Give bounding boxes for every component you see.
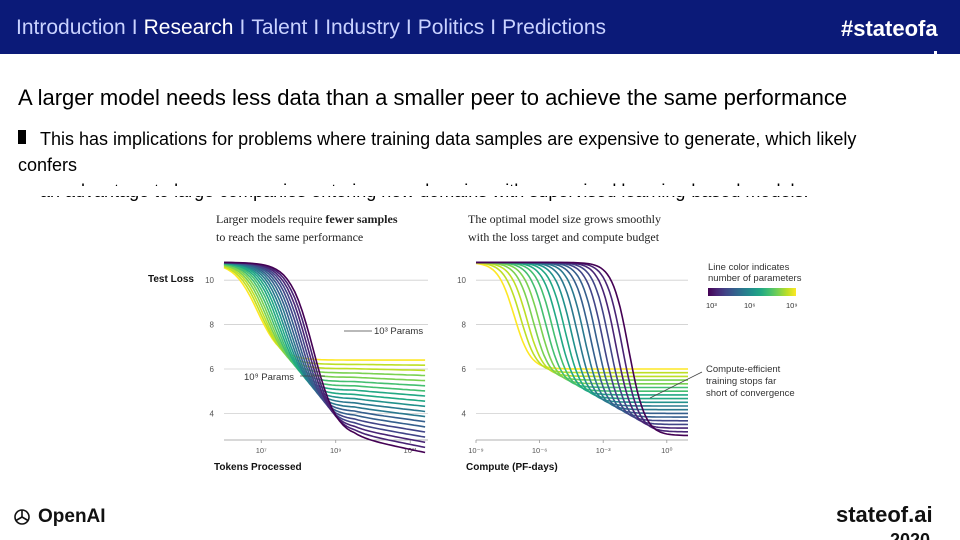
- nav-separator: I: [490, 16, 497, 39]
- nav-separator: I: [405, 16, 412, 39]
- brand-logo: OpenAI: [12, 506, 106, 528]
- site-url[interactable]: stateof.ai: [836, 502, 933, 527]
- colorbar-tick-min: 10³: [706, 301, 717, 310]
- x-tick-label: 10⁰: [661, 446, 672, 455]
- series-line: [475, 261, 688, 381]
- x-tick-label: 10¹¹: [404, 446, 418, 455]
- series-line: [223, 265, 426, 372]
- y-tick-label: 6: [210, 365, 215, 374]
- right-plot: 4 6 8 10 10⁻⁹ 10⁻⁶ 10⁻³ 10⁰: [457, 261, 689, 455]
- hashtag-overflow: [934, 51, 937, 57]
- nav-item-talent[interactable]: Talent: [251, 16, 308, 39]
- y-tick-label: 10: [457, 276, 466, 285]
- colorbar-label-line1: Line color indicates: [708, 262, 790, 273]
- series-line: [223, 261, 426, 454]
- left-chart-title: Larger models require fewer samples: [216, 212, 398, 226]
- bullet-marker: [18, 130, 26, 144]
- series-line: [224, 261, 426, 433]
- nav-item-introduction[interactable]: Introduction: [16, 16, 126, 39]
- annotation-compute-line2: training stops far: [706, 376, 776, 387]
- colorbar: [708, 288, 796, 296]
- y-tick-label: 8: [210, 321, 215, 330]
- right-chart-title: The optimal model size grows smoothly: [468, 212, 661, 226]
- slide-title: A larger model needs less data than a sm…: [18, 85, 848, 110]
- series-line: [223, 263, 426, 392]
- series-line: [223, 266, 426, 361]
- series-line: [476, 261, 688, 437]
- series-line: [475, 262, 688, 374]
- nav-item-politics[interactable]: Politics: [417, 16, 485, 39]
- openai-icon: [14, 509, 30, 525]
- series-line: [476, 261, 688, 378]
- nav-separator: I: [313, 16, 320, 39]
- section-nav: Introduction I Research I Talent I Indus…: [16, 16, 606, 40]
- colorbar-tick-max: 10⁹: [786, 301, 798, 310]
- left-title-bold: fewer samples: [325, 212, 397, 226]
- x-tick-label: 10⁻⁹: [468, 446, 484, 455]
- series-line: [223, 265, 426, 366]
- colorbar-label-line2: number of parameters: [708, 273, 802, 284]
- annotation-compute-line1: Compute-efficient: [706, 364, 781, 375]
- body-line-1: This has implications for problems where…: [18, 129, 857, 175]
- nav-separator: I: [239, 16, 246, 39]
- nav-separator: I: [131, 16, 138, 39]
- series-line: [476, 261, 689, 426]
- y-tick-label: 4: [462, 409, 467, 418]
- annotation-small-params: 10³ Params: [374, 326, 423, 337]
- series-line: [223, 264, 426, 377]
- colorbar-tick-mid: 10⁶: [744, 301, 755, 310]
- nav-item-industry[interactable]: Industry: [325, 16, 400, 39]
- right-chart-title-line2: with the loss target and compute budget: [468, 230, 660, 244]
- y-tick-label: 8: [462, 321, 467, 330]
- annotation-large-params: 10⁹ Params: [244, 372, 294, 383]
- nav-item-predictions[interactable]: Predictions: [502, 16, 607, 39]
- series-line: [476, 261, 688, 418]
- y-tick-label: 4: [210, 409, 215, 418]
- series-line: [475, 262, 688, 370]
- left-plot: 4 6 8 10 10⁷ 10⁹ 10¹¹: [205, 261, 428, 455]
- y-tick-label: 10: [205, 276, 214, 285]
- annotation-compute-line3: short of convergence: [706, 388, 795, 399]
- nav-item-research[interactable]: Research: [143, 16, 234, 39]
- left-chart-title-line2: to reach the same performance: [216, 230, 363, 244]
- left-title-part-1: Larger models require: [216, 212, 325, 226]
- y-tick-label: 6: [462, 365, 467, 374]
- right-x-axis-label: Compute (PF-days): [466, 462, 558, 473]
- x-tick-label: 10⁻⁶: [532, 446, 547, 455]
- chart-svg: Larger models require fewer samples to r…: [148, 212, 802, 473]
- brand-name: OpenAI: [38, 506, 106, 527]
- x-tick-label: 10⁷: [256, 446, 267, 455]
- series-line: [476, 261, 688, 389]
- left-x-axis-label: Tokens Processed: [214, 462, 302, 473]
- left-y-axis-label: Test Loss: [148, 274, 194, 285]
- x-tick-label: 10⁹: [330, 446, 342, 455]
- figure: Larger models require fewer samples to r…: [140, 200, 820, 490]
- top-nav-bar: Introduction I Research I Talent I Indus…: [0, 0, 960, 54]
- hashtag: #stateofa: [841, 16, 938, 41]
- annotation-arrow-compute: [649, 371, 703, 399]
- text-clip: [0, 186, 960, 196]
- x-tick-label: 10⁻³: [596, 446, 611, 455]
- series-line: [476, 261, 688, 429]
- series-line: [223, 263, 426, 387]
- site-year: 2020: [890, 530, 931, 540]
